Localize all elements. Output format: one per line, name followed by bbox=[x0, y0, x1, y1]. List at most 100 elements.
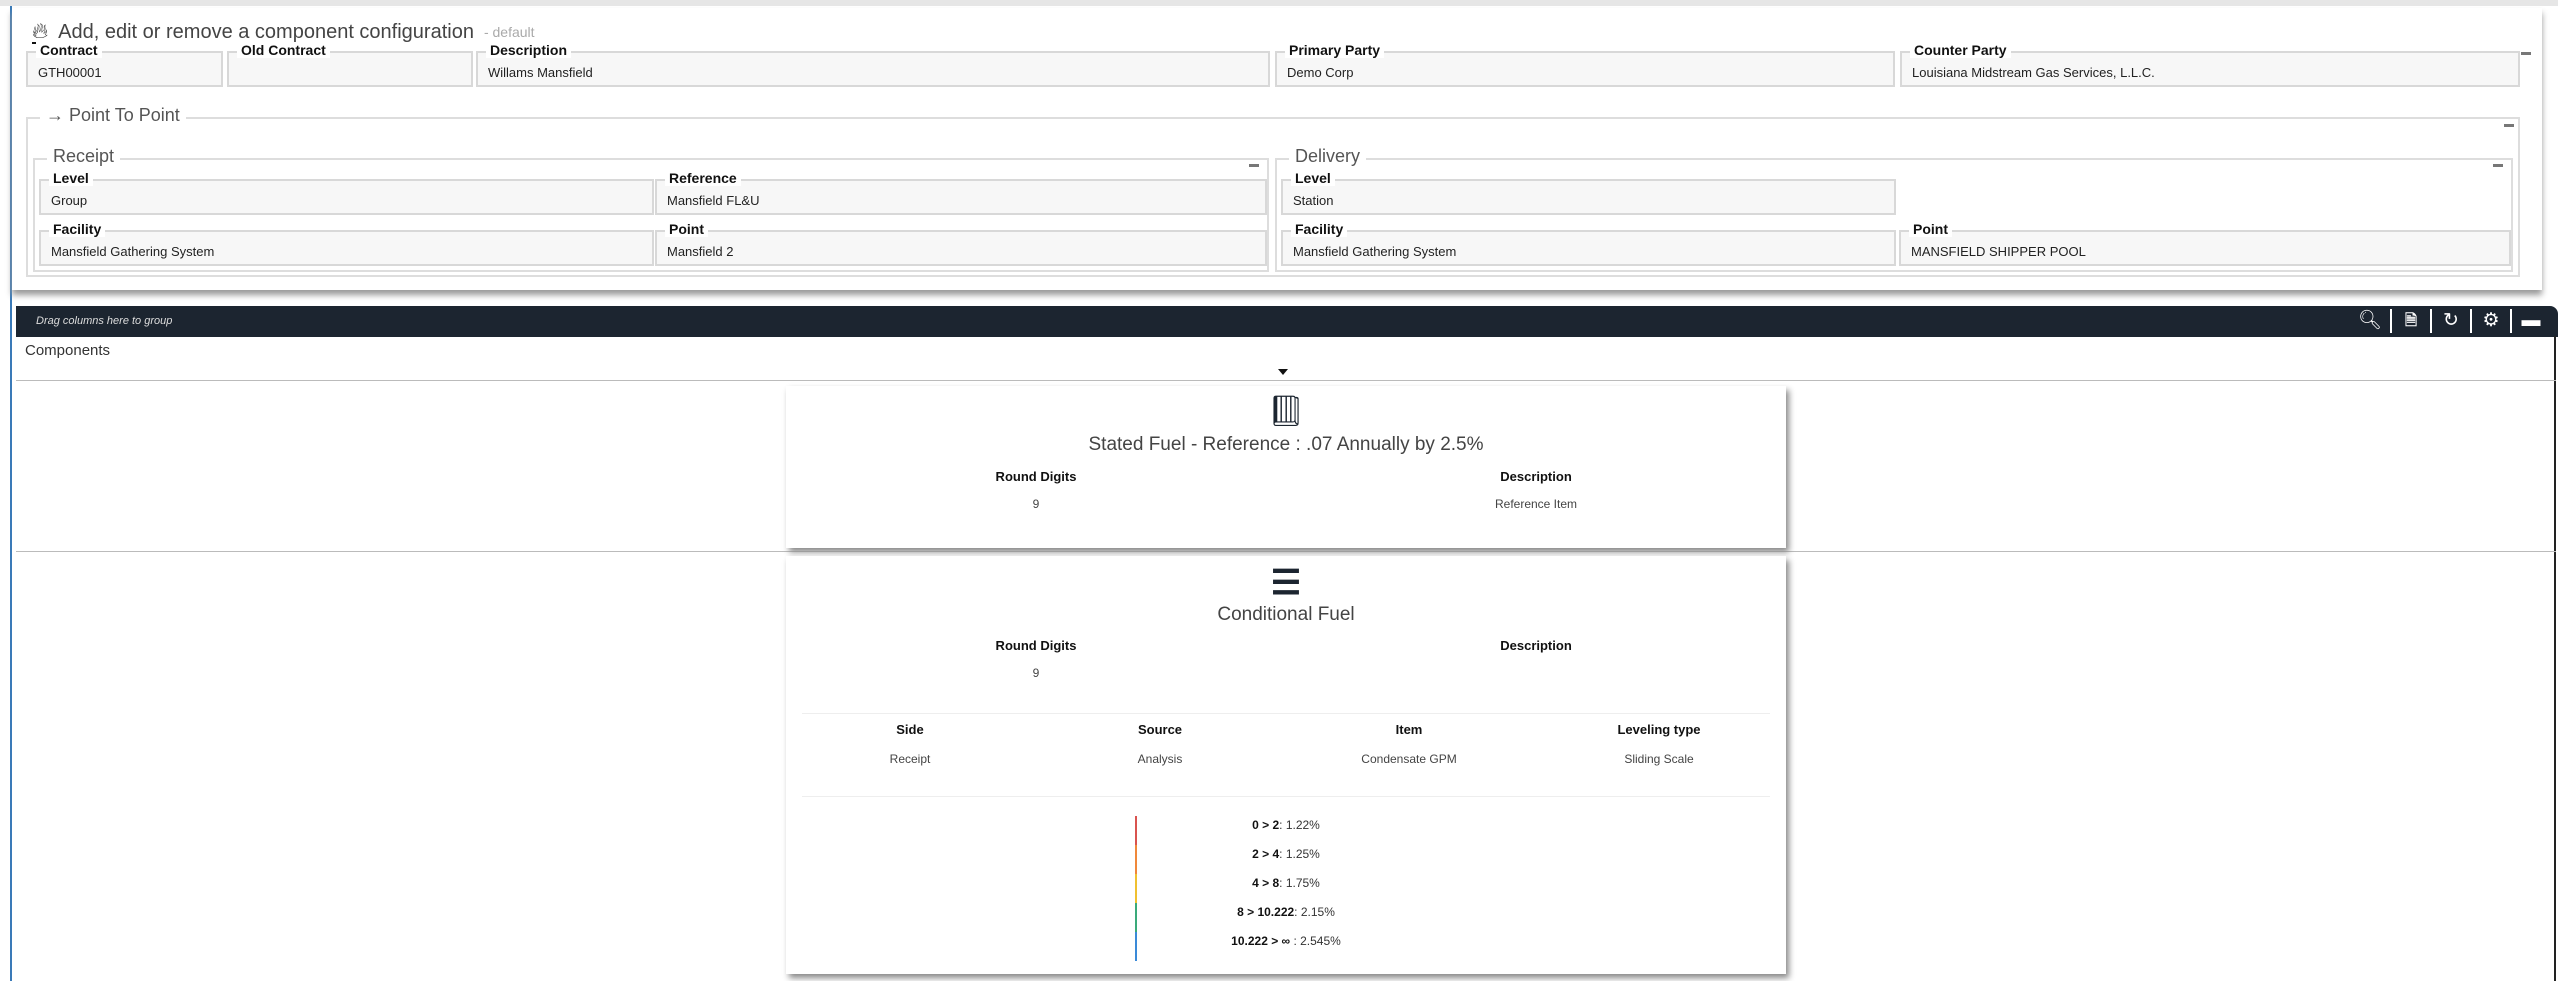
field-value: Mansfield Gathering System bbox=[1293, 244, 1457, 259]
level-value: : 1.25% bbox=[1279, 847, 1320, 861]
leveling-type-header: Leveling type bbox=[1617, 722, 1701, 737]
legend-text: Point To Point bbox=[69, 105, 180, 125]
field-value: Mansfield FL&U bbox=[667, 193, 760, 208]
collapse-icon[interactable] bbox=[2521, 52, 2531, 55]
field-label: Contract bbox=[36, 42, 102, 58]
maximize-icon[interactable]: ▬ bbox=[2510, 309, 2550, 333]
header-divider bbox=[16, 380, 2556, 381]
card-title: Conditional Fuel bbox=[1217, 604, 1355, 625]
field-label: Reference bbox=[665, 170, 741, 186]
point-to-point-fieldset: → Point To Point Receipt Level Group Refe… bbox=[26, 105, 2520, 277]
level-value: : 1.22% bbox=[1279, 818, 1320, 832]
field-value: Willams Mansfield bbox=[488, 65, 593, 80]
settings-icon[interactable]: ⚙︎ bbox=[2470, 309, 2510, 333]
top-strip bbox=[0, 0, 2558, 6]
counter-party-field[interactable]: Counter Party Louisiana Midstream Gas Ser… bbox=[1900, 42, 2520, 87]
field-label: Point bbox=[665, 221, 708, 237]
configuration-panel: 🔥︎ Add, edit or remove a component confi… bbox=[12, 8, 2542, 290]
level-range: 4 > 8 bbox=[1252, 876, 1280, 890]
field-value: Station bbox=[1293, 193, 1334, 208]
source-value: Analysis bbox=[1137, 752, 1183, 766]
field-label: Counter Party bbox=[1910, 42, 2011, 58]
receipt-reference-field[interactable]: Reference Mansfield FL&U bbox=[655, 170, 1267, 215]
level-value: : 2.545% bbox=[1290, 934, 1341, 948]
level-color-segment bbox=[1135, 903, 1137, 932]
delivery-point-field[interactable]: Point MANSFIELD SHIPPER POOL bbox=[1899, 221, 2511, 266]
bars-icon: ☰ bbox=[1270, 564, 1302, 602]
excel-export-icon[interactable]: 🗎︎ bbox=[2390, 309, 2430, 333]
level-range: 8 > 10.222 bbox=[1237, 905, 1295, 919]
divider bbox=[802, 796, 1770, 797]
components-column-header[interactable]: Components bbox=[25, 342, 111, 359]
expand-caret-icon[interactable] bbox=[1278, 369, 1288, 375]
old-contract-field[interactable]: Old Contract bbox=[227, 42, 473, 87]
divider bbox=[802, 713, 1770, 714]
field-value: GTH00001 bbox=[38, 65, 102, 80]
page-subtitle: - default bbox=[483, 24, 535, 40]
receipt-legend: Receipt bbox=[47, 146, 121, 167]
field-label: Point bbox=[1909, 221, 1952, 237]
primary-party-field[interactable]: Primary Party Demo Corp bbox=[1275, 42, 1895, 87]
field-label: Primary Party bbox=[1285, 42, 1385, 58]
level-color-segment bbox=[1135, 932, 1137, 961]
field-label: Description bbox=[486, 42, 572, 58]
receipt-fieldset: Receipt Level Group Reference Mansfield FL… bbox=[33, 146, 1269, 272]
description-label: Description bbox=[1500, 469, 1572, 484]
receipt-facility-field[interactable]: Facility Mansfield Gathering System bbox=[39, 221, 654, 266]
receipt-level-field[interactable]: Level Group bbox=[39, 170, 654, 215]
item-value: Condensate GPM bbox=[1361, 752, 1457, 766]
collapse-icon[interactable] bbox=[2504, 124, 2514, 127]
component-card-conditional-fuel[interactable]: ☰ Conditional Fuel Round Digits 9 Descri… bbox=[786, 556, 1786, 974]
field-label: Level bbox=[1291, 170, 1335, 186]
grid-right-border bbox=[2554, 336, 2556, 981]
description-value: Reference Item bbox=[1494, 497, 1578, 511]
level-value: : 2.15% bbox=[1294, 905, 1335, 919]
level-color-segment bbox=[1135, 845, 1137, 874]
panel-header: 🔥︎ Add, edit or remove a component confi… bbox=[32, 20, 535, 44]
level-row: 8 > 10.222: 2.15% bbox=[786, 905, 1786, 919]
group-drop-area[interactable]: Drag columns here to group bbox=[36, 315, 173, 327]
round-digits-value: 9 bbox=[1032, 497, 1040, 511]
page-title: Add, edit or remove a component configur… bbox=[58, 20, 474, 43]
field-value: Mansfield 2 bbox=[667, 244, 734, 259]
level-row: 2 > 4: 1.25% bbox=[786, 847, 1786, 861]
field-label: Old Contract bbox=[237, 42, 330, 58]
leveling-type-value: Sliding Scale bbox=[1624, 752, 1694, 766]
row-divider bbox=[16, 551, 2556, 552]
description-label: Description bbox=[1500, 638, 1572, 653]
card-title: Stated Fuel - Reference : .07 Annually b… bbox=[1088, 434, 1484, 455]
side-value: Receipt bbox=[889, 752, 931, 766]
description-field[interactable]: Description Willams Mansfield bbox=[476, 42, 1270, 87]
delivery-facility-field[interactable]: Facility Mansfield Gathering System bbox=[1281, 221, 1896, 266]
field-label: Level bbox=[49, 170, 93, 186]
delivery-legend: Delivery bbox=[1289, 146, 1367, 167]
field-label: Facility bbox=[49, 221, 106, 237]
level-range: 0 > 2 bbox=[1252, 818, 1280, 832]
receipt-point-field[interactable]: Point Mansfield 2 bbox=[655, 221, 1267, 266]
level-row: 0 > 2: 1.22% bbox=[786, 818, 1786, 832]
item-header: Item bbox=[1395, 722, 1423, 737]
field-value: Group bbox=[51, 193, 88, 208]
collapse-icon[interactable] bbox=[1249, 164, 1259, 167]
level-range: 2 > 4 bbox=[1252, 847, 1280, 861]
point-to-point-legend: → Point To Point bbox=[40, 105, 186, 126]
level-value: : 1.75% bbox=[1279, 876, 1320, 890]
book-icon: 📕︎ bbox=[1266, 395, 1306, 428]
round-digits-label: Round Digits bbox=[995, 638, 1077, 653]
delivery-level-field[interactable]: Level Station bbox=[1281, 170, 1896, 215]
field-value: Louisiana Midstream Gas Services, L.L.C. bbox=[1912, 65, 2155, 80]
refresh-icon[interactable]: ↻ bbox=[2430, 309, 2470, 333]
component-card-stated-fuel[interactable]: 📕︎ Stated Fuel - Reference : .07 Annuall… bbox=[786, 386, 1786, 548]
contract-field[interactable]: Contract GTH00001 bbox=[26, 42, 223, 87]
level-color-segment bbox=[1135, 816, 1137, 845]
round-digits-label: Round Digits bbox=[995, 469, 1077, 484]
field-value: Demo Corp bbox=[1287, 65, 1354, 80]
collapse-icon[interactable] bbox=[2493, 164, 2503, 167]
source-header: Source bbox=[1137, 722, 1183, 737]
level-row: 10.222 > ∞ : 2.545% bbox=[786, 934, 1786, 948]
field-label: Facility bbox=[1291, 221, 1348, 237]
side-header: Side bbox=[896, 722, 924, 737]
left-accent-bar bbox=[10, 6, 12, 981]
level-color-segment bbox=[1135, 874, 1137, 903]
search-icon[interactable]: 🔍︎ bbox=[2357, 310, 2383, 331]
